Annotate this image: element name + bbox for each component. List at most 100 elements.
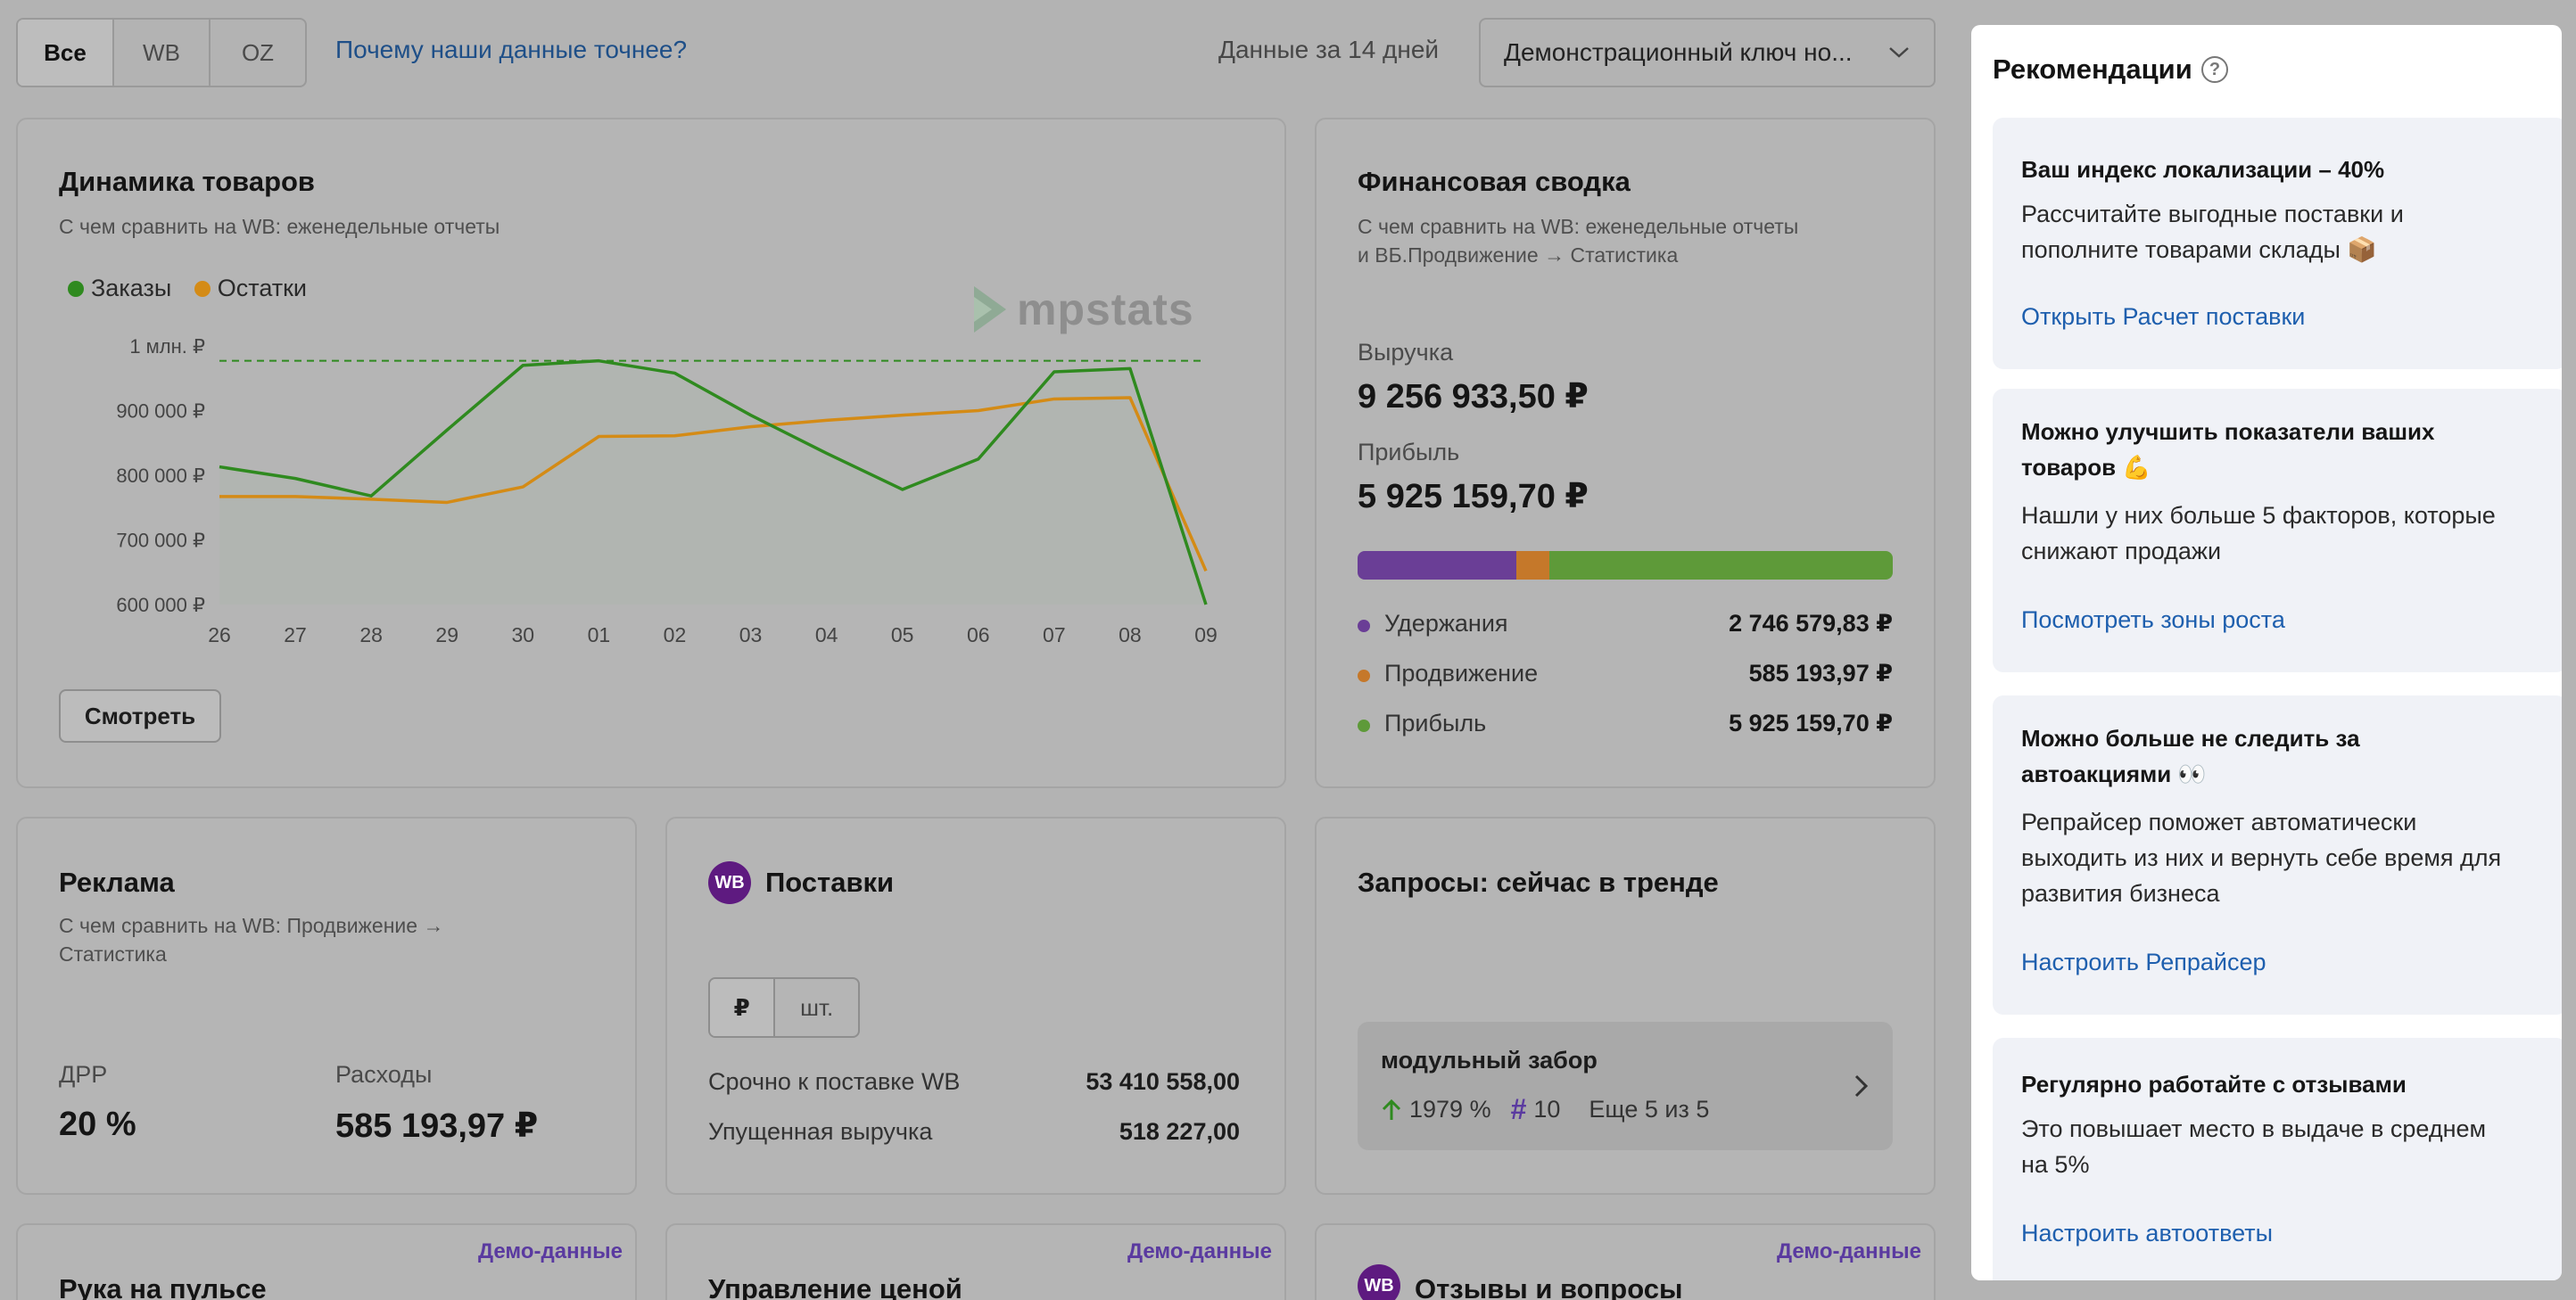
setup-repricer-link[interactable]: Настроить Репрайсер (2021, 949, 2266, 975)
spend-value: 585 193,97 ₽ (335, 1107, 539, 1145)
ads-subtitle: С чем сравнить на WB: Продвижение → Стат… (59, 914, 444, 966)
rec-title: Регулярно работайте с отзывами (2021, 1071, 2407, 1098)
drr-value: 20 % (59, 1106, 136, 1143)
rec-title: Ваш индекс локализации – 40% (2021, 156, 2385, 183)
rec-title: Можно улучшить показатели ваших товаров … (2021, 418, 2435, 481)
rec-title: Можно больше не следить за автоакциями 👀 (2021, 725, 2360, 787)
ads-card (16, 817, 637, 1195)
setup-autoreplies-link[interactable]: Настроить автоответы (2021, 1220, 2273, 1247)
y-tick-label: 800 000 ₽ (116, 465, 205, 487)
series-line-Заказы (219, 358, 1208, 605)
view-growth-zones-link[interactable]: Посмотреть зоны роста (2021, 606, 2285, 633)
hash-icon: # (1510, 1093, 1527, 1125)
finance-bar-segment (1358, 551, 1516, 580)
x-tick-label: 26 (208, 623, 231, 646)
finance-stacked-bar (1358, 551, 1893, 580)
mpstats-watermark: mpstats (972, 284, 1194, 335)
dynamics-subtitle: С чем сравнить на WB: еженедельные отчет… (59, 215, 500, 238)
x-tick-label: 09 (1194, 623, 1218, 646)
unit-toggle: ₽ шт. (708, 977, 860, 1038)
finance-row-promotion: Продвижение 585 193,97 ₽ (1358, 660, 1893, 687)
rec-text: Это повышает место в выдаче в среднем на… (2021, 1115, 2487, 1178)
profit-dot-icon (1358, 720, 1370, 732)
trends-title: Запросы: сейчас в тренде (1358, 867, 1719, 898)
rec-card-growth: Можно улучшить показатели ваших товаров … (1993, 389, 2562, 672)
api-key-select-value: Демонстрационный ключ но... (1504, 38, 1853, 66)
rec-card-repricer: Можно больше не следить за автоакциями 👀… (1993, 695, 2562, 1015)
finance-bar-segment (1549, 551, 1893, 580)
y-tick-label: 700 000 ₽ (116, 530, 205, 552)
period-label: Данные за 14 дней (1218, 36, 1440, 63)
finance-row-withholdings: Удержания 2 746 579,83 ₽ (1358, 610, 1893, 638)
finance-bar-segment (1515, 551, 1550, 580)
unit-tab-rub[interactable]: ₽ (710, 979, 776, 1036)
price-title: Управление ценой (708, 1273, 962, 1300)
chevron-right-icon (1854, 1074, 1869, 1098)
supplies-row-urgent: Срочно к поставке WB 53 410 558,00 (708, 1068, 1240, 1095)
reviews-wb-badge-icon: WB (1358, 1264, 1400, 1300)
revenue-value: 9 256 933,50 ₽ (1358, 378, 1589, 416)
pulse-card (16, 1223, 637, 1300)
view-button[interactable]: Смотреть (59, 689, 221, 743)
y-tick-label: 600 000 ₽ (116, 594, 205, 616)
withholdings-dot-icon (1358, 620, 1370, 632)
y-tick-label: 900 000 ₽ (116, 400, 205, 423)
rec-card-localization: Ваш индекс локализации – 40% Рассчитайте… (1993, 118, 2562, 369)
x-tick-label: 27 (284, 623, 307, 646)
rec-text: Нашли у них больше 5 факторов, которые с… (2021, 502, 2496, 564)
marketplace-filter: Все WB OZ (16, 18, 307, 87)
x-tick-label: 04 (815, 623, 838, 646)
api-key-select[interactable]: Демонстрационный ключ но... (1479, 18, 1936, 87)
trend-item[interactable]: модульный забор 1979 % # 10 Еще 5 из 5 (1358, 1022, 1893, 1150)
legend-dot-stock-icon (194, 281, 211, 297)
finance-row-profit: Прибыль 5 925 159,70 ₽ (1358, 710, 1893, 737)
rec-card-reviews: Регулярно работайте с отзывами Это повыш… (1993, 1038, 2562, 1280)
wb-badge-icon: WB (708, 861, 751, 904)
filter-tab-wb[interactable]: WB (114, 20, 211, 86)
reviews-card (1315, 1223, 1936, 1300)
reviews-demo-badge: Демо-данные (1777, 1239, 1921, 1263)
help-icon[interactable]: ? (2201, 56, 2228, 83)
filter-tab-all[interactable]: Все (18, 20, 114, 86)
spend-label: Расходы (335, 1061, 433, 1088)
x-tick-label: 30 (512, 623, 535, 646)
dynamics-title: Динамика товаров (59, 166, 315, 197)
orders-area (219, 360, 1206, 605)
trend-item-name: модульный забор (1381, 1047, 1598, 1074)
x-tick-label: 07 (1043, 623, 1066, 646)
promotion-dot-icon (1358, 670, 1370, 682)
finance-card (1315, 118, 1936, 788)
drr-label: ДРР (59, 1061, 108, 1088)
filter-tab-oz[interactable]: OZ (241, 38, 275, 66)
legend-dot-orders-icon (68, 281, 84, 297)
x-tick-label: 06 (967, 623, 990, 646)
trend-item-stats: 1979 % # 10 Еще 5 из 5 (1381, 1093, 1709, 1126)
ads-title: Реклама (59, 867, 175, 898)
x-tick-label: 29 (435, 623, 458, 646)
unit-tab-pcs[interactable]: шт. (800, 993, 834, 1021)
mpstats-logo-icon (974, 286, 1006, 333)
dynamics-card (16, 118, 1286, 788)
revenue-label: Выручка (1358, 339, 1454, 366)
profit-value: 5 925 159,70 ₽ (1358, 478, 1589, 515)
supplies-row-lost: Упущенная выручка 518 227,00 (708, 1118, 1240, 1145)
legend-orders: Заказы (68, 275, 171, 301)
x-tick-label: 03 (739, 623, 763, 646)
supplies-title: Поставки (765, 867, 895, 898)
pulse-demo-badge: Демо-данные (478, 1239, 623, 1263)
x-tick-label: 08 (1119, 623, 1142, 646)
x-tick-label: 02 (664, 623, 687, 646)
open-supply-calc-link[interactable]: Открыть Расчет поставки (2021, 303, 2306, 330)
price-demo-badge: Демо-данные (1127, 1239, 1272, 1263)
reviews-title: Отзывы и вопросы (1415, 1273, 1683, 1300)
profit-label: Прибыль (1358, 439, 1460, 465)
x-tick-label: 05 (891, 623, 914, 646)
rec-text: Рассчитайте выгодные поставки и пополнит… (2021, 201, 2404, 263)
finance-subtitle: С чем сравнить на WB: еженедельные отчет… (1358, 215, 1799, 267)
series-line-Остатки (219, 396, 1208, 572)
why-data-link[interactable]: Почему наши данные точнее? (335, 36, 688, 63)
chart-legend: Заказы Остатки (68, 275, 307, 302)
finance-title: Финансовая сводка (1358, 166, 1631, 197)
arrow-up-icon (1382, 1098, 1401, 1120)
x-tick-label: 28 (359, 623, 383, 646)
